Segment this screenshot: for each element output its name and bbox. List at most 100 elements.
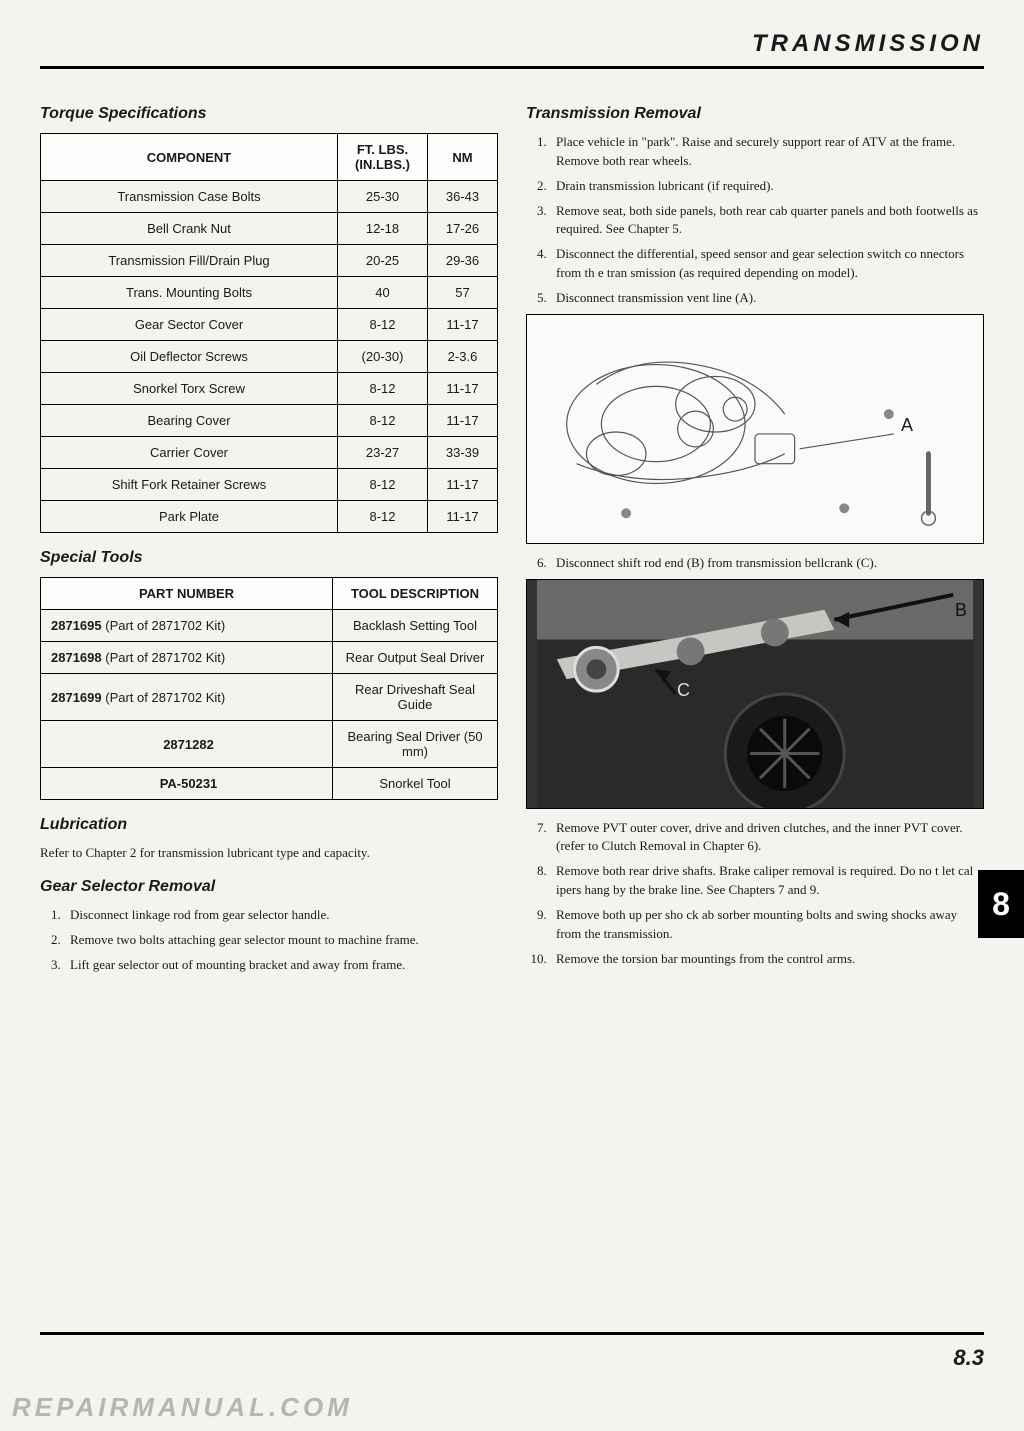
table-cell: 11-17 (428, 405, 498, 437)
col-nm: NM (428, 134, 498, 181)
table-cell: 8-12 (338, 405, 428, 437)
list-item: Disconnect transmission vent line (A). (550, 289, 984, 308)
table-cell: 11-17 (428, 373, 498, 405)
list-item: Place vehicle in "park". Raise and secur… (550, 133, 984, 171)
table-row: Snorkel Torx Screw8-1211-17 (41, 373, 498, 405)
list-item: Drain transmission lubricant (if require… (550, 177, 984, 196)
table-row: 2871695 (Part of 2871702 Kit)Backlash Se… (41, 610, 498, 642)
bellcrank-photo-icon (527, 580, 983, 808)
left-column: Torque Specifications COMPONENT FT. LBS.… (40, 89, 498, 981)
table-cell: Trans. Mounting Bolts (41, 277, 338, 309)
table-header-row: COMPONENT FT. LBS. (IN.LBS.) NM (41, 134, 498, 181)
table-cell: 8-12 (338, 373, 428, 405)
list-item: Remove the torsion bar mountings from th… (550, 950, 984, 969)
table-cell: 8-12 (338, 469, 428, 501)
table-cell: Snorkel Torx Screw (41, 373, 338, 405)
table-cell: 8-12 (338, 309, 428, 341)
list-item: Lift gear selector out of mounting brack… (64, 956, 498, 975)
tools-table: PART NUMBER TOOL DESCRIPTION 2871695 (Pa… (40, 577, 498, 800)
table-row: 2871698 (Part of 2871702 Kit)Rear Output… (41, 642, 498, 674)
list-item: Remove two bolts attaching gear selector… (64, 931, 498, 950)
table-cell: 29-36 (428, 245, 498, 277)
tools-title: Special Tools (40, 549, 498, 567)
part-number-cell: 2871695 (Part of 2871702 Kit) (41, 610, 333, 642)
table-cell: Gear Sector Cover (41, 309, 338, 341)
col-tooldesc: TOOL DESCRIPTION (333, 578, 498, 610)
table-cell: Shift Fork Retainer Screws (41, 469, 338, 501)
list-item: Disconnect the differential, speed senso… (550, 245, 984, 283)
tool-desc-cell: Rear Output Seal Driver (333, 642, 498, 674)
table-cell: 23-27 (338, 437, 428, 469)
content-columns: Torque Specifications COMPONENT FT. LBS.… (40, 89, 984, 981)
chapter-number: 8 (992, 886, 1010, 923)
table-cell: (20-30) (338, 341, 428, 373)
watermark: REPAIRMANUAL.COM (12, 1392, 353, 1423)
table-row: 2871282Bearing Seal Driver (50 mm) (41, 721, 498, 768)
tool-desc-cell: Bearing Seal Driver (50 mm) (333, 721, 498, 768)
table-cell: Bearing Cover (41, 405, 338, 437)
removal-title: Transmission Removal (526, 105, 984, 123)
col-partnum: PART NUMBER (41, 578, 333, 610)
lubrication-text: Refer to Chapter 2 for transmission lubr… (40, 844, 498, 862)
table-cell: Bell Crank Nut (41, 213, 338, 245)
table-cell: 11-17 (428, 309, 498, 341)
removal-step-6: Disconnect shift rod end (B) from transm… (526, 554, 984, 573)
table-cell: 12-18 (338, 213, 428, 245)
table-row: Carrier Cover23-2733-39 (41, 437, 498, 469)
table-cell: 20-25 (338, 245, 428, 277)
figure-vent-line: A (526, 314, 984, 544)
table-cell: 8-12 (338, 501, 428, 533)
table-cell: Oil Deflector Screws (41, 341, 338, 373)
removal-steps-a: Place vehicle in "park". Raise and secur… (526, 133, 984, 308)
page-footer: 8.3 (40, 1332, 984, 1371)
gear-selector-steps: Disconnect linkage rod from gear selecto… (40, 906, 498, 975)
table-row: 2871699 (Part of 2871702 Kit)Rear Drives… (41, 674, 498, 721)
table-cell: 25-30 (338, 181, 428, 213)
part-number-cell: 2871698 (Part of 2871702 Kit) (41, 642, 333, 674)
list-item: Disconnect linkage rod from gear selecto… (64, 906, 498, 925)
page-header: TRANSMISSION (40, 30, 984, 69)
table-row: Shift Fork Retainer Screws8-1211-17 (41, 469, 498, 501)
table-cell: Park Plate (41, 501, 338, 533)
list-item: Remove PVT outer cover, drive and driven… (550, 819, 984, 857)
part-number-cell: 2871699 (Part of 2871702 Kit) (41, 674, 333, 721)
table-row: Transmission Fill/Drain Plug20-2529-36 (41, 245, 498, 277)
table-cell: 57 (428, 277, 498, 309)
table-cell: 11-17 (428, 469, 498, 501)
figure-label-a: A (901, 415, 913, 436)
table-row: PA-50231Snorkel Tool (41, 768, 498, 800)
figure-bellcrank: B C (526, 579, 984, 809)
right-column: Transmission Removal Place vehicle in "p… (526, 89, 984, 981)
table-cell: Transmission Case Bolts (41, 181, 338, 213)
torque-table: COMPONENT FT. LBS. (IN.LBS.) NM Transmis… (40, 133, 498, 533)
list-item: Remove both rear drive shafts. Brake cal… (550, 862, 984, 900)
part-number-cell: PA-50231 (41, 768, 333, 800)
gear-selector-title: Gear Selector Removal (40, 878, 498, 896)
lubrication-title: Lubrication (40, 816, 498, 834)
list-item: Remove both up per sho ck ab sorber moun… (550, 906, 984, 944)
table-row: Trans. Mounting Bolts4057 (41, 277, 498, 309)
table-cell: 2-3.6 (428, 341, 498, 373)
figure-label-b: B (955, 600, 967, 621)
table-row: Gear Sector Cover8-1211-17 (41, 309, 498, 341)
removal-steps-b: Remove PVT outer cover, drive and driven… (526, 819, 984, 969)
tool-desc-cell: Rear Driveshaft Seal Guide (333, 674, 498, 721)
table-cell: Transmission Fill/Drain Plug (41, 245, 338, 277)
chapter-tab: 8 (978, 870, 1024, 938)
torque-title: Torque Specifications (40, 105, 498, 123)
table-cell: 33-39 (428, 437, 498, 469)
header-title: TRANSMISSION (752, 30, 984, 57)
tool-desc-cell: Snorkel Tool (333, 768, 498, 800)
table-row: Bearing Cover8-1211-17 (41, 405, 498, 437)
transmission-diagram-icon (527, 315, 983, 543)
list-item: Disconnect shift rod end (B) from transm… (550, 554, 984, 573)
table-cell: 40 (338, 277, 428, 309)
figure-label-c: C (677, 680, 690, 701)
page-number: 8.3 (953, 1345, 984, 1370)
table-cell: Carrier Cover (41, 437, 338, 469)
col-component: COMPONENT (41, 134, 338, 181)
table-cell: 17-26 (428, 213, 498, 245)
col-ftlbs: FT. LBS. (IN.LBS.) (338, 134, 428, 181)
table-row: Oil Deflector Screws(20-30)2-3.6 (41, 341, 498, 373)
table-row: Bell Crank Nut12-1817-26 (41, 213, 498, 245)
